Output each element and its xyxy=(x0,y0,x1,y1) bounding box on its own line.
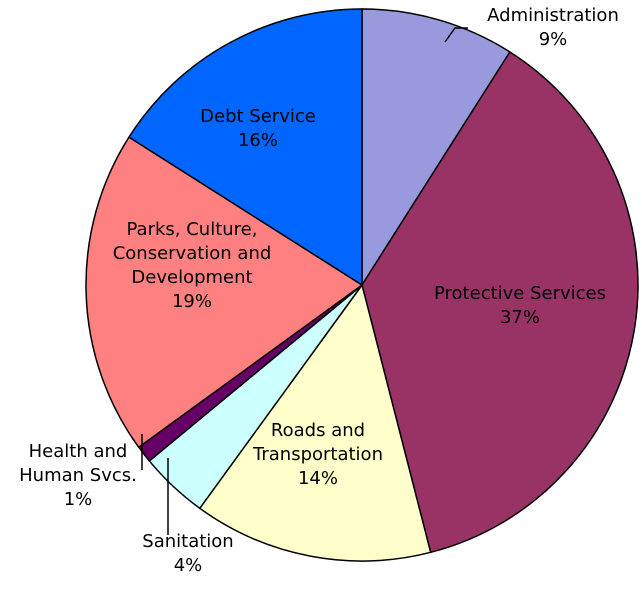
slice-label-parks-culture-conservation-and-development-line-2: Conservation and xyxy=(113,243,272,264)
slice-label-roads-and-transportation-line-1: Roads and xyxy=(271,420,365,441)
slice-label-parks-culture-conservation-and-development-line-1: Parks, Culture, xyxy=(127,219,258,240)
slice-label-parks-culture-conservation-and-development-percent: 19% xyxy=(172,291,212,312)
slice-label-roads-and-transportation-line-2: Transportation xyxy=(252,444,383,465)
slice-label-health-and-human-svcs-line-1: Health and xyxy=(29,441,128,462)
slice-label-health-and-human-svcs-line-2: Human Svcs. xyxy=(19,465,137,486)
slice-label-parks-culture-conservation-and-development-line-3: Development xyxy=(131,267,252,288)
pie-slices xyxy=(85,8,639,562)
pie-slice-administration xyxy=(361,8,511,288)
pie-slice-debt-service xyxy=(127,8,363,287)
slice-label-administration-line-1: Administration xyxy=(487,5,619,26)
slice-label-administration-percent: 9% xyxy=(539,29,568,50)
slice-label-debt-service-line-1: Debt Service xyxy=(200,106,316,127)
slice-label-protective-services-line-1: Protective Services xyxy=(434,283,606,304)
pie-slice-protective-services xyxy=(361,50,639,554)
slice-label-sanitation-percent: 4% xyxy=(174,555,203,576)
leader-lines xyxy=(141,27,468,535)
slice-label-health-and-human-svcs-percent: 1% xyxy=(64,489,93,510)
pie-slice-parks-culture-conservation-and-development xyxy=(85,136,364,449)
slice-label-protective-services-percent: 37% xyxy=(500,307,540,328)
leader-line-administration xyxy=(444,27,468,43)
slice-label-roads-and-transportation-percent: 14% xyxy=(298,468,338,489)
slice-labels: Administration 9% Protective Services 37% Ro… xyxy=(19,5,619,576)
slice-label-debt-service-percent: 16% xyxy=(238,130,278,151)
slice-label-sanitation-line-1: Sanitation xyxy=(142,531,233,552)
pie-slice-roads-and-transportation xyxy=(198,283,432,562)
